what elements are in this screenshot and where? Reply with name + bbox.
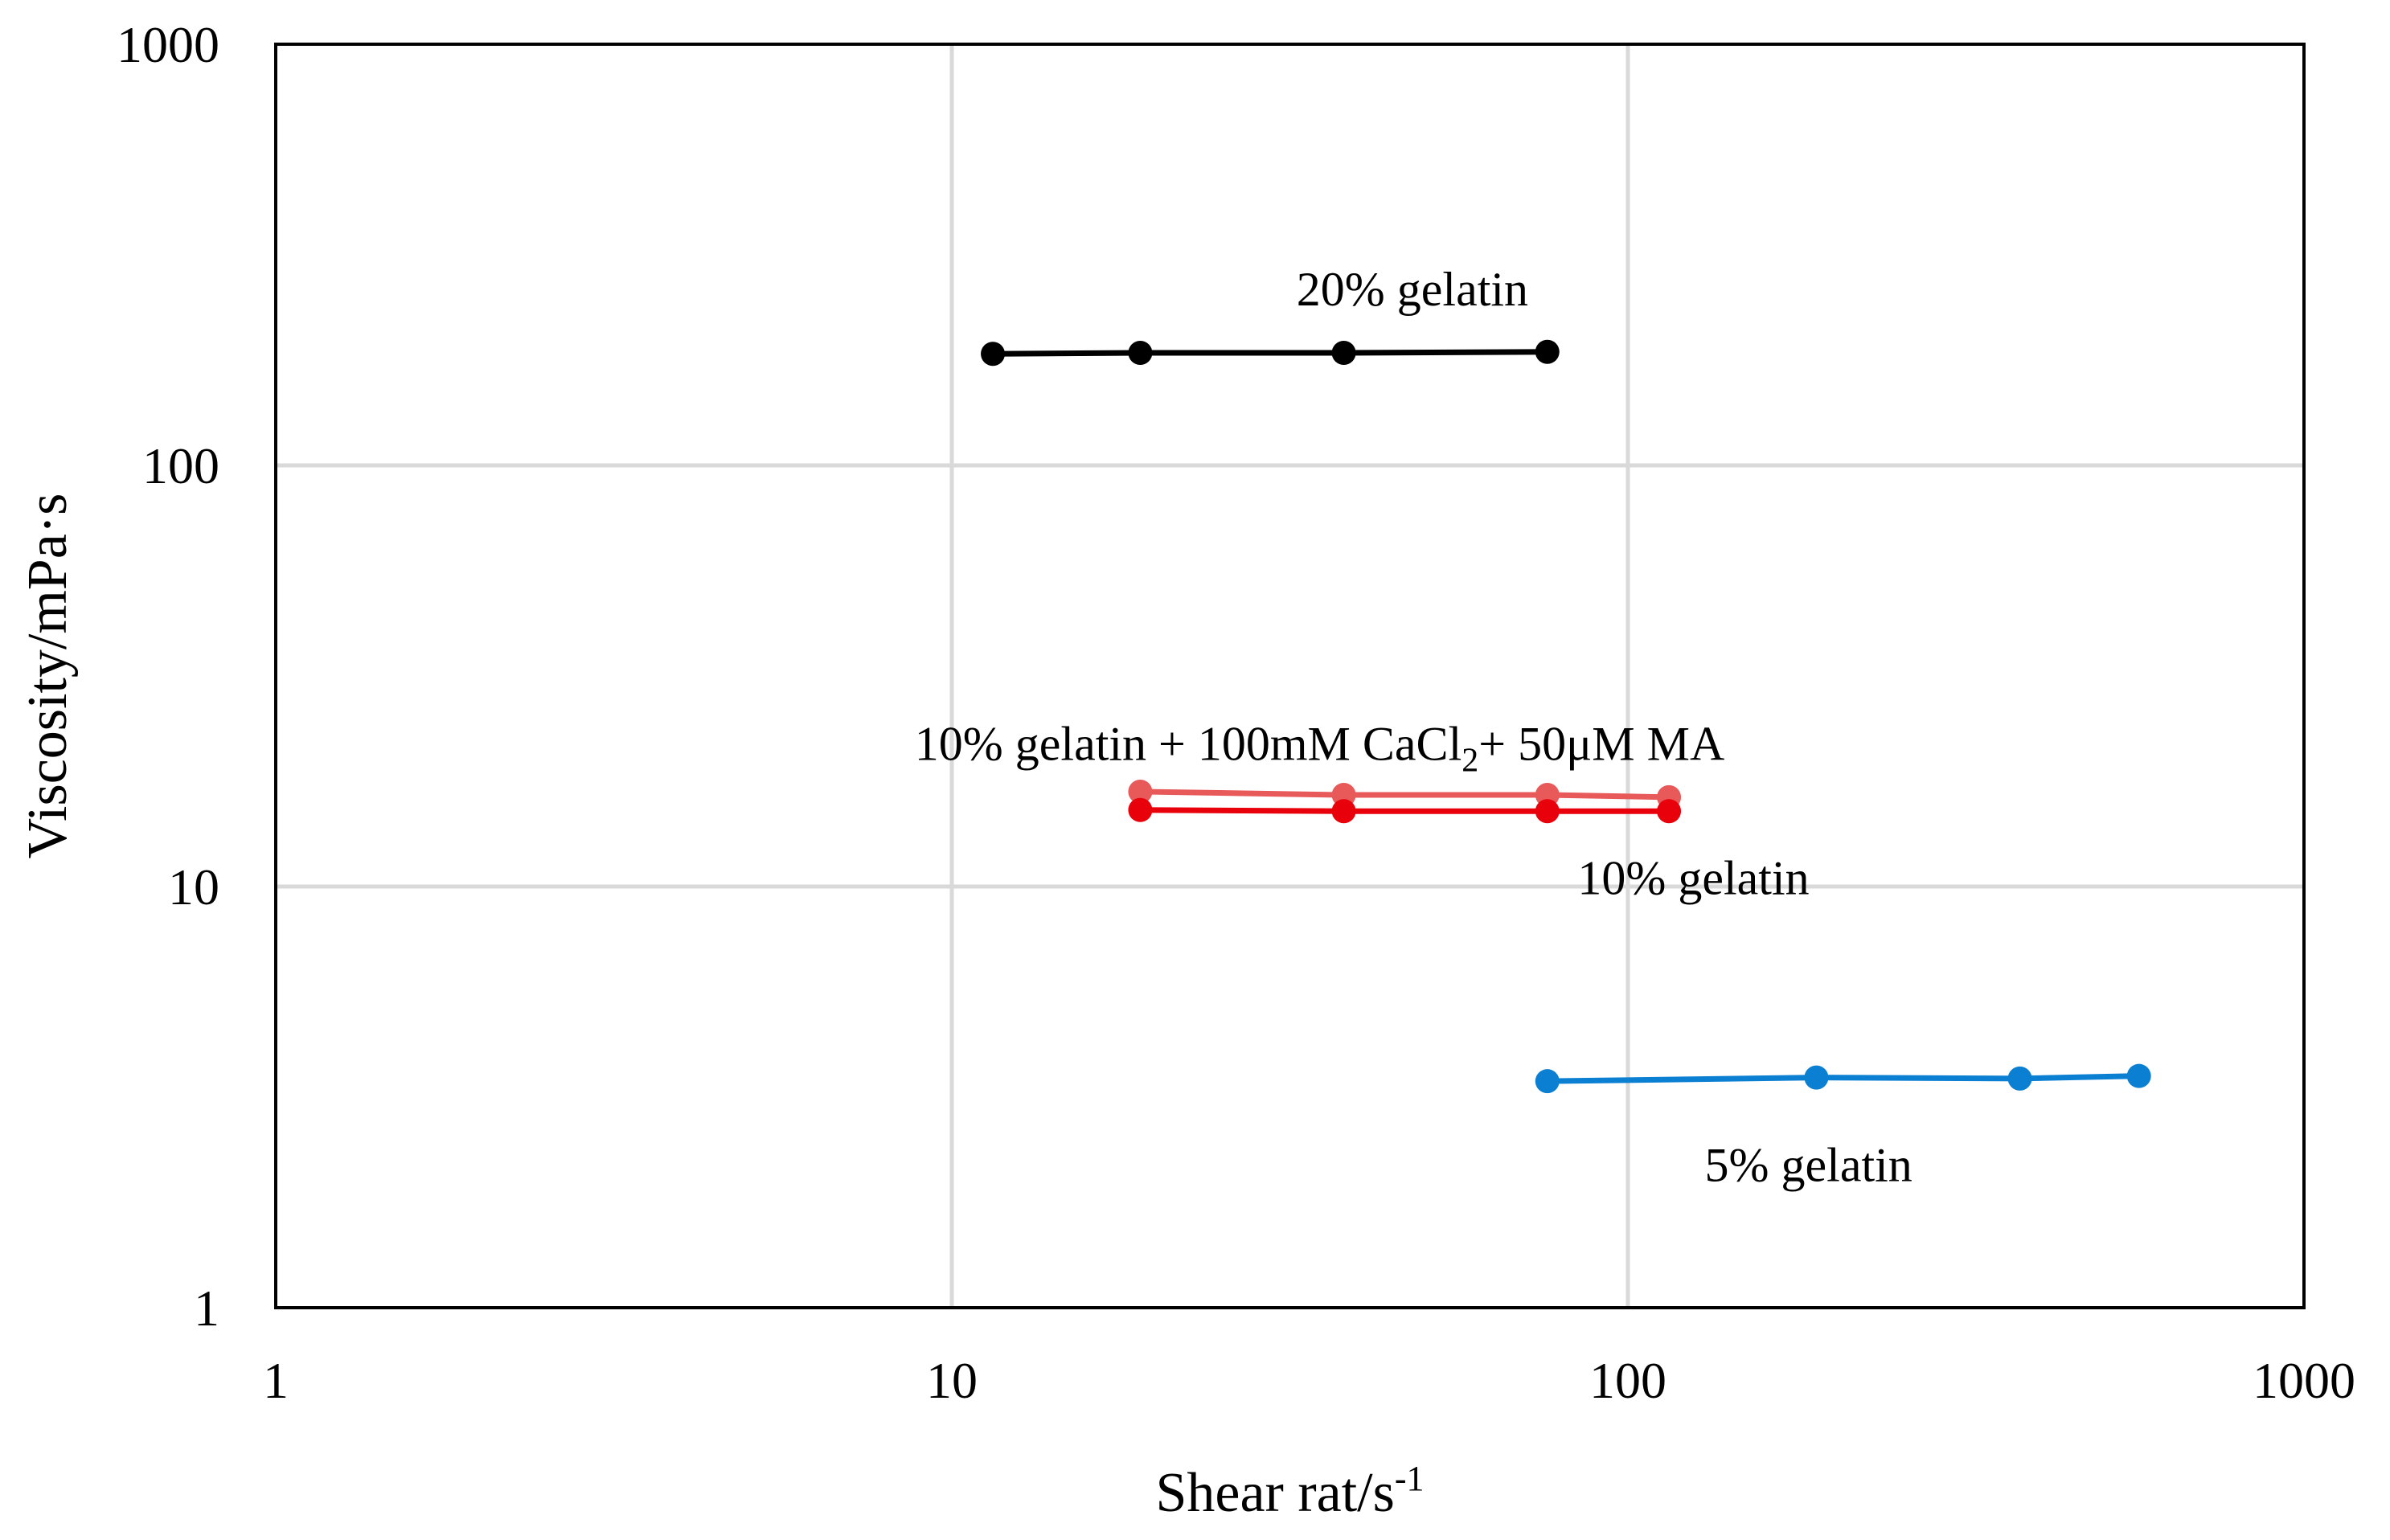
data-point (1128, 341, 1153, 366)
data-point (2126, 1063, 2151, 1088)
series-line (1547, 1073, 2139, 1084)
series-label-1: 10% gelatin + 100mM CaCl2+ 50μM MA (915, 717, 1725, 779)
data-point (1657, 799, 1682, 824)
data-point (1804, 1065, 1829, 1090)
grid (276, 44, 2304, 1308)
y-tick-label: 10 (168, 858, 219, 915)
tick-labels: 1 10 100 1000 1 10 100 1000 (117, 16, 2355, 1409)
y-tick-label: 100 (142, 437, 219, 494)
series-2 (1128, 797, 1682, 824)
series-label-3: 5% gelatin (1705, 1138, 1912, 1191)
y-tick-label: 1 (194, 1280, 219, 1337)
y-axis-title: Viscosity/mPa·s (17, 494, 79, 859)
series-line (1140, 788, 1670, 801)
series-labels: 20% gelatin 10% gelatin + 100mM CaCl2+ 50… (915, 263, 1912, 1191)
data-point (1128, 797, 1153, 822)
data-point (1128, 779, 1153, 804)
data-point (1535, 799, 1560, 824)
plot-frame (274, 43, 2306, 1309)
y-tick-label: 1000 (117, 16, 219, 73)
x-axis-title: Shear rat/s-1 (1155, 1459, 1424, 1524)
data-point (1535, 339, 1560, 364)
x-tick-label: 1 (263, 1352, 289, 1409)
data-point (1331, 799, 1356, 824)
series-group (981, 339, 2151, 1094)
series-3 (1535, 1063, 2151, 1094)
series-line (993, 349, 1548, 357)
series-label-0: 20% gelatin (1297, 263, 1528, 316)
x-axis-title-superscript: -1 (1395, 1459, 1425, 1498)
x-tick-label: 100 (1589, 1352, 1666, 1409)
series-line (1140, 807, 1670, 814)
series-0 (981, 339, 1560, 367)
series-1 (1128, 779, 1682, 809)
x-tick-label: 10 (926, 1352, 978, 1409)
data-point (1331, 341, 1356, 366)
data-point (2007, 1066, 2032, 1091)
series-label-2: 10% gelatin (1577, 851, 1809, 904)
data-point (981, 342, 1006, 367)
x-tick-label: 1000 (2253, 1352, 2355, 1409)
data-point (1535, 1069, 1560, 1094)
